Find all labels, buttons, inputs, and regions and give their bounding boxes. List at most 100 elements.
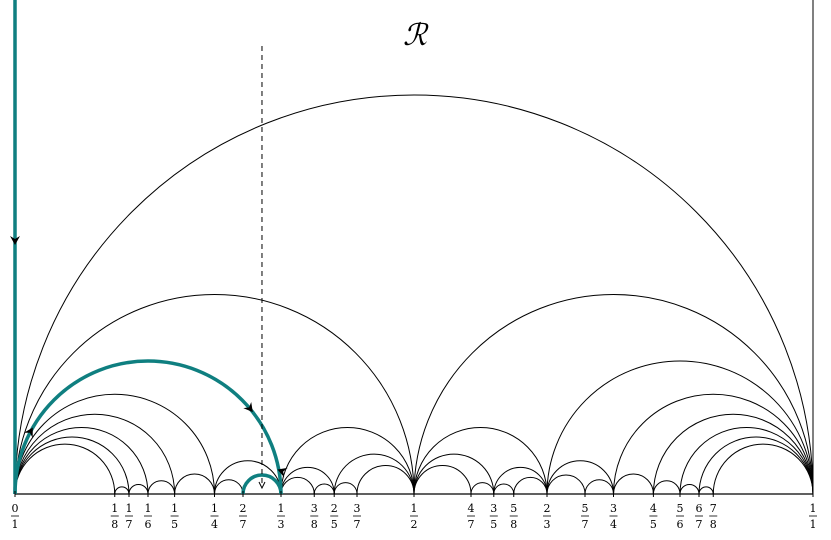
tick-denominator: 6 xyxy=(145,518,152,531)
tick-label: 34 xyxy=(609,491,618,531)
tick-numerator: 1 xyxy=(111,502,118,515)
tick-denominator: 8 xyxy=(510,518,517,531)
dashed-arrow-icon xyxy=(258,481,266,490)
geodesic-arc xyxy=(14,393,215,495)
tick-label: 58 xyxy=(509,491,518,531)
tick-numerator: 2 xyxy=(331,502,338,515)
tick-numerator: 2 xyxy=(239,502,246,515)
tick-labels: 0118171615142713382537124735582357344556… xyxy=(11,491,817,531)
geodesic-arc xyxy=(652,480,681,495)
tick-label: 57 xyxy=(581,491,590,531)
tick-numerator: 1 xyxy=(125,502,132,515)
tick-numerator: 3 xyxy=(353,502,360,515)
tick-label: 38 xyxy=(310,491,319,531)
path-arc-segment xyxy=(13,359,283,495)
tick-denominator: 5 xyxy=(490,518,497,531)
geodesic-arc xyxy=(413,465,472,495)
geodesic-arc xyxy=(174,473,215,495)
tick-numerator: 3 xyxy=(490,502,497,515)
geodesic-arc xyxy=(280,466,335,495)
geodesic-arc xyxy=(584,479,614,495)
tick-denominator: 7 xyxy=(696,518,703,531)
tick-label: 37 xyxy=(352,491,361,531)
tick-numerator: 1 xyxy=(211,502,218,515)
geodesic-arc xyxy=(413,453,495,495)
geodesic-arc xyxy=(513,476,548,495)
tick-numerator: 3 xyxy=(311,502,318,515)
region-label: ℛ xyxy=(403,18,429,53)
geodesic-arc xyxy=(546,460,614,495)
geodesic-arcs xyxy=(14,0,814,495)
tick-denominator: 7 xyxy=(582,518,589,531)
tick-denominator: 8 xyxy=(111,518,118,531)
tick-label: 56 xyxy=(675,491,684,531)
geodesic-arc xyxy=(14,294,415,495)
geodesic-arc xyxy=(546,474,586,495)
tick-label: 15 xyxy=(170,491,179,531)
geodesic-arc xyxy=(333,482,358,495)
tick-numerator: 4 xyxy=(468,502,475,515)
geodesic-arc xyxy=(147,480,176,495)
geodesic-arc xyxy=(493,466,548,495)
tick-label: 01 xyxy=(11,491,19,531)
tick-label: 16 xyxy=(144,491,153,531)
geodesic-arc xyxy=(679,484,700,495)
tick-denominator: 8 xyxy=(710,518,717,531)
highlighted-path xyxy=(10,0,288,495)
tick-label: 78 xyxy=(709,491,718,531)
geodesic-arc xyxy=(214,479,244,495)
geodesic-arc xyxy=(613,393,814,495)
tick-denominator: 5 xyxy=(171,518,178,531)
path-arrow-icon xyxy=(243,401,253,413)
tick-label: 11 xyxy=(809,491,817,531)
tick-label: 13 xyxy=(276,491,285,531)
geodesic-arc xyxy=(679,427,814,495)
tick-denominator: 7 xyxy=(468,518,475,531)
tick-denominator: 6 xyxy=(676,518,683,531)
geodesic-arc xyxy=(280,427,415,495)
tick-numerator: 0 xyxy=(12,502,19,515)
tick-numerator: 2 xyxy=(544,502,551,515)
tick-numerator: 6 xyxy=(696,502,703,515)
tick-label: 47 xyxy=(467,491,476,531)
tick-numerator: 4 xyxy=(650,502,657,515)
tick-label: 25 xyxy=(330,491,339,531)
geodesic-arc xyxy=(128,484,149,495)
path-arrow-down-icon xyxy=(10,236,20,245)
tick-label: 45 xyxy=(649,491,658,531)
tick-denominator: 1 xyxy=(810,518,817,531)
geodesic-arc xyxy=(214,460,282,495)
tick-denominator: 7 xyxy=(125,518,132,531)
tick-label: 23 xyxy=(543,491,552,531)
geodesic-arc xyxy=(413,294,814,495)
tick-numerator: 1 xyxy=(145,502,152,515)
tick-label: 35 xyxy=(489,491,498,531)
geodesic-arc xyxy=(712,443,814,495)
geodesic-arc xyxy=(413,427,548,495)
tick-denominator: 8 xyxy=(311,518,318,531)
tick-numerator: 1 xyxy=(810,502,817,515)
tick-denominator: 7 xyxy=(239,518,246,531)
geodesic-arc xyxy=(652,413,814,495)
path-arrow-icon xyxy=(23,427,33,438)
geodesic-arc xyxy=(356,465,415,495)
tick-label: 18 xyxy=(110,491,119,531)
geodesic-arc xyxy=(546,360,814,495)
tick-denominator: 5 xyxy=(650,518,657,531)
geodesic-arc xyxy=(470,482,495,495)
tick-denominator: 1 xyxy=(12,518,19,531)
geodesic-arc xyxy=(14,427,149,495)
geodesic-arc xyxy=(14,360,282,495)
tick-label: 27 xyxy=(238,491,247,531)
geodesic-arc xyxy=(698,436,814,495)
geodesic-arc xyxy=(313,483,335,495)
tick-numerator: 7 xyxy=(710,502,717,515)
geodesic-arc xyxy=(14,436,130,495)
tick-numerator: 5 xyxy=(676,502,683,515)
tick-numerator: 1 xyxy=(277,502,284,515)
geodesic-arc xyxy=(698,486,714,495)
tick-numerator: 1 xyxy=(411,502,418,515)
geodesic-arc xyxy=(242,474,282,495)
path-arc-segment xyxy=(241,473,283,495)
tick-label: 12 xyxy=(410,491,418,531)
